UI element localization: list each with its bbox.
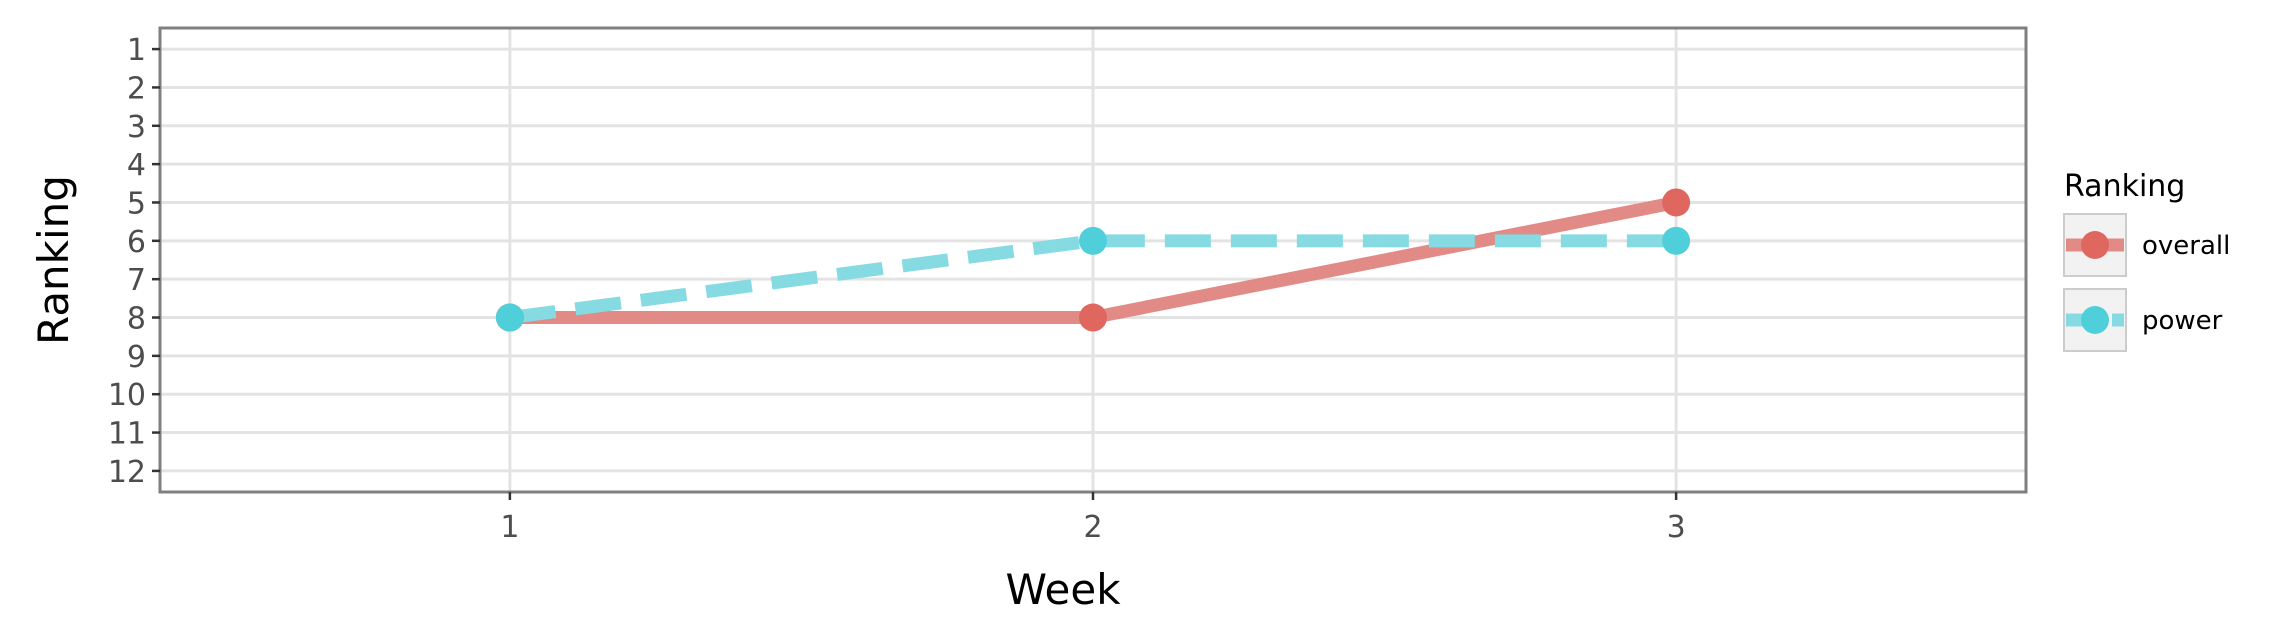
y-tick-label: 1: [127, 33, 146, 68]
data-point-power: [1079, 227, 1107, 255]
legend: Ranking overall power: [2064, 169, 2230, 351]
data-point-overall: [1079, 304, 1107, 332]
legend-label-power: power: [2142, 306, 2223, 336]
grid: [160, 28, 2026, 492]
x-tick-label: 3: [1667, 510, 1686, 545]
y-axis-title: Ranking: [29, 175, 78, 345]
legend-key-point-power: [2081, 306, 2109, 334]
y-tick-label: 3: [127, 110, 146, 145]
data-point-power: [496, 304, 524, 332]
x-axis: 1 2 3: [500, 492, 1685, 545]
y-tick-label: 2: [127, 71, 146, 106]
y-tick-label: 11: [108, 417, 146, 452]
legend-key-point-overall: [2081, 231, 2109, 259]
y-tick-label: 10: [108, 378, 146, 413]
x-tick-label: 1: [500, 510, 519, 545]
y-tick-label: 8: [127, 302, 146, 337]
y-tick-label: 6: [127, 225, 146, 260]
y-tick-label: 4: [127, 148, 146, 183]
legend-label-overall: overall: [2142, 231, 2230, 261]
data-point-overall: [1662, 188, 1690, 216]
x-tick-label: 2: [1083, 510, 1102, 545]
legend-title: Ranking: [2064, 169, 2185, 204]
x-axis-title: Week: [1005, 565, 1121, 614]
y-tick-label: 7: [127, 263, 146, 298]
y-tick-label: 12: [108, 455, 146, 490]
y-tick-label: 9: [127, 340, 146, 375]
data-point-power: [1662, 227, 1690, 255]
y-tick-label: 5: [127, 186, 146, 221]
